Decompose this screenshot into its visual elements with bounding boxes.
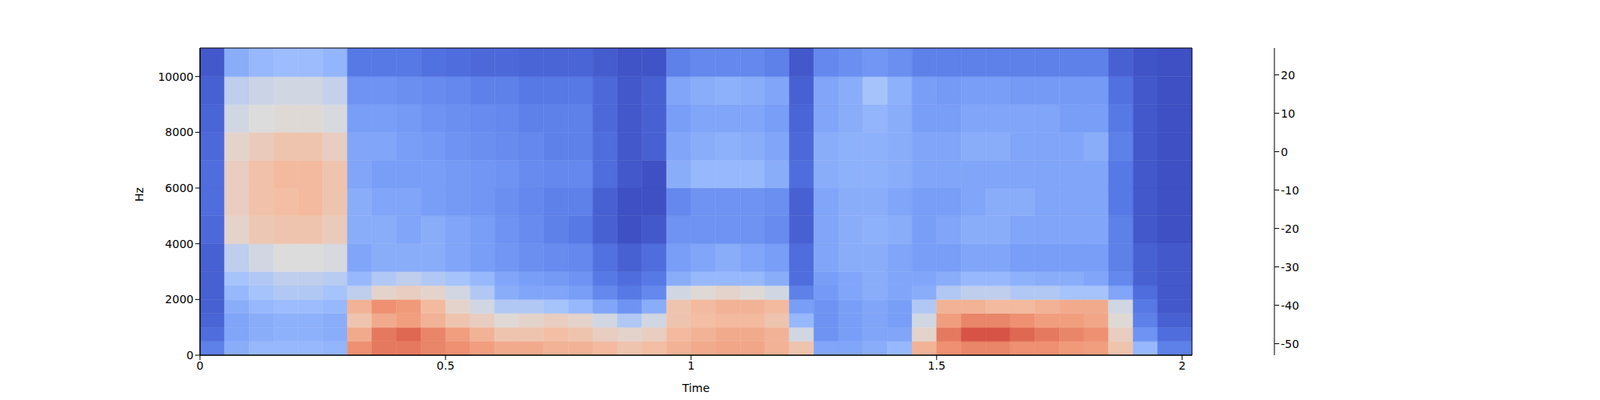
svg-text:8000: 8000 (164, 125, 194, 139)
svg-text:0: 0 (196, 359, 204, 372)
svg-text:-10: -10 (1280, 184, 1300, 197)
svg-text:-30: -30 (1280, 260, 1300, 274)
svg-text:Hz: Hz (132, 187, 146, 202)
svg-text:1: 1 (687, 359, 695, 372)
svg-text:2: 2 (1178, 359, 1186, 372)
svg-text:1.5: 1.5 (928, 359, 946, 372)
svg-text:20: 20 (1280, 68, 1296, 82)
svg-text:4000: 4000 (164, 237, 194, 251)
svg-text:10: 10 (1280, 107, 1296, 120)
svg-text:0: 0 (1280, 145, 1288, 159)
svg-text:0: 0 (186, 348, 194, 362)
svg-text:-20: -20 (1280, 222, 1300, 236)
svg-text:2000: 2000 (164, 292, 194, 306)
svg-text:-40: -40 (1280, 299, 1300, 312)
svg-text:10000: 10000 (157, 70, 194, 84)
svg-text:Time: Time (681, 381, 710, 395)
svg-text:-50: -50 (1280, 337, 1300, 351)
svg-text:6000: 6000 (164, 181, 194, 195)
svg-text:0.5: 0.5 (436, 359, 455, 372)
